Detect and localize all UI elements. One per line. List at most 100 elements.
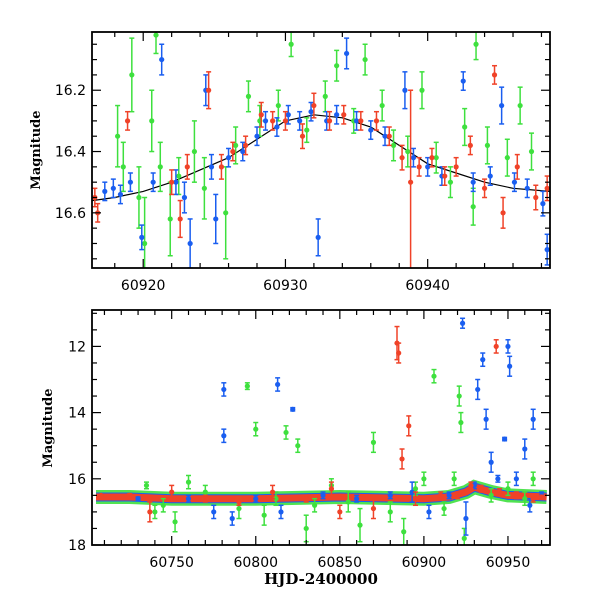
data-point xyxy=(159,56,165,63)
data-point xyxy=(419,87,425,93)
data-point xyxy=(527,502,533,508)
data-point xyxy=(513,492,519,498)
data-point xyxy=(488,459,494,465)
data-point xyxy=(233,142,239,149)
data-point xyxy=(513,476,519,482)
data-point xyxy=(304,127,310,133)
y-tick-label: 16 xyxy=(68,472,86,488)
data-point xyxy=(499,102,505,109)
data-point xyxy=(127,179,134,185)
data-point xyxy=(505,486,511,492)
x-tick-label: 60900 xyxy=(402,555,447,571)
data-point xyxy=(139,234,145,240)
data-point xyxy=(517,102,523,109)
data-point xyxy=(433,155,439,161)
data-point xyxy=(142,240,148,247)
data-point xyxy=(229,515,235,522)
data-point xyxy=(387,492,393,498)
data-point xyxy=(290,406,296,412)
data-point xyxy=(429,155,435,161)
data-point xyxy=(230,148,236,155)
data-point xyxy=(406,423,412,429)
data-point xyxy=(447,179,454,185)
data-point xyxy=(500,210,506,216)
data-point xyxy=(460,78,466,84)
data-point xyxy=(409,489,415,495)
data-point xyxy=(322,93,328,99)
data-point xyxy=(368,127,374,133)
data-point xyxy=(173,179,179,185)
data-point xyxy=(187,240,193,247)
data-point xyxy=(185,479,192,485)
data-point xyxy=(401,529,407,535)
data-point xyxy=(177,216,183,222)
y-tick-label: 16.2 xyxy=(55,83,86,99)
data-point xyxy=(206,87,212,93)
data-point xyxy=(191,148,198,155)
data-point xyxy=(438,492,444,498)
data-point xyxy=(461,535,467,541)
data-point xyxy=(297,118,303,124)
data-point xyxy=(236,499,242,505)
data-point xyxy=(491,72,498,78)
data-point xyxy=(530,496,536,502)
data-point xyxy=(282,118,289,124)
data-point xyxy=(495,476,501,482)
data-point xyxy=(533,194,539,201)
data-point xyxy=(412,486,419,492)
data-point xyxy=(243,142,249,149)
data-point xyxy=(481,185,488,191)
data-point xyxy=(425,164,431,170)
series-blue xyxy=(135,317,545,536)
data-point xyxy=(470,204,476,210)
data-point xyxy=(524,185,530,191)
data-point xyxy=(538,494,545,500)
data-point xyxy=(467,142,473,149)
data-point xyxy=(218,164,225,170)
data-point xyxy=(295,443,301,449)
data-point xyxy=(441,505,447,512)
plot-area xyxy=(92,32,550,268)
data-point xyxy=(475,386,481,393)
data-point xyxy=(370,505,377,512)
data-point xyxy=(320,492,326,498)
data-point xyxy=(223,210,229,216)
data-point xyxy=(184,164,190,170)
bottom-y-axis-label: Magnitude xyxy=(41,388,56,467)
data-point xyxy=(446,492,452,498)
data-point xyxy=(98,492,104,498)
data-point xyxy=(353,118,360,124)
data-point xyxy=(181,194,188,201)
series-red xyxy=(98,325,545,523)
data-point xyxy=(262,118,269,124)
data-point xyxy=(150,179,156,185)
data-point xyxy=(275,102,281,109)
data-point xyxy=(273,496,279,502)
data-point xyxy=(442,173,448,179)
data-point xyxy=(117,191,124,198)
x-tick-label: 60940 xyxy=(405,278,450,294)
data-point xyxy=(522,446,528,452)
data-point xyxy=(488,492,494,498)
series-red xyxy=(92,64,550,268)
data-point xyxy=(202,489,208,495)
x-tick-label: 60850 xyxy=(318,555,363,571)
bottom-panel: 60750 60800 60850 60900 60950 12 14 16 18 xyxy=(68,309,551,571)
data-point xyxy=(127,492,133,498)
data-point xyxy=(387,509,393,515)
data-point xyxy=(110,494,116,500)
data-point xyxy=(157,164,163,170)
data-point xyxy=(399,155,405,161)
data-point xyxy=(544,185,550,191)
data-point xyxy=(135,496,141,502)
x-tick-label: 60750 xyxy=(149,555,194,571)
data-point xyxy=(153,32,159,38)
data-point xyxy=(244,383,250,389)
top-y-axis-label: Magnitude xyxy=(29,110,44,189)
data-point xyxy=(402,87,408,93)
data-point xyxy=(530,476,536,482)
data-point xyxy=(120,164,126,170)
data-point xyxy=(275,381,281,388)
data-point xyxy=(408,179,414,185)
series-blue xyxy=(102,37,550,268)
